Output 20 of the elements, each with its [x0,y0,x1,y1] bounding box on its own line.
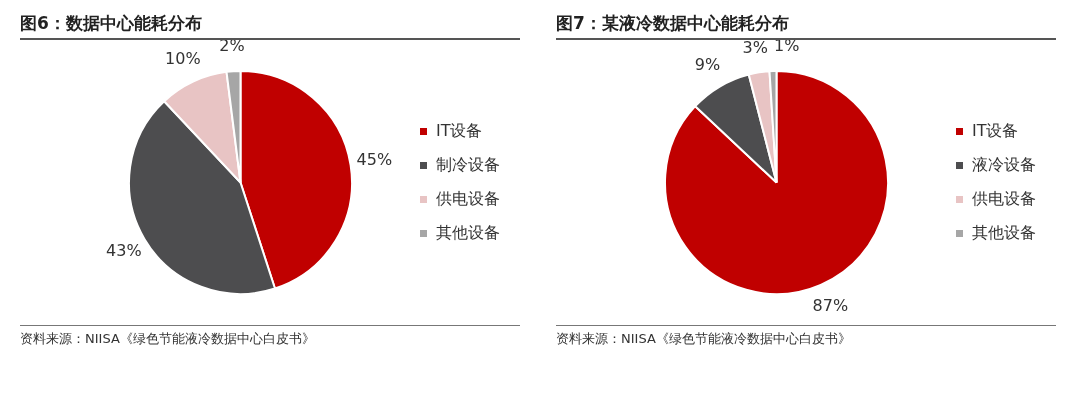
text: 资料来源：NIISA《绿色节能液冷数据中心白皮书》 [20,325,520,348]
legend-label: 制冷设备 [436,154,500,174]
legend-label: 供电设备 [436,188,500,208]
legend-label: IT设备 [972,120,1019,140]
legend-label: 其他设备 [972,222,1036,242]
legend-label: 其他设备 [436,222,500,242]
legend-label: 供电设备 [972,188,1036,208]
data-label: 1% [773,36,800,56]
data-label: 87% [812,296,849,316]
data-label: 2% [219,36,245,56]
legend-label: 液冷设备 [972,154,1036,174]
data-label: 9% [694,55,721,75]
data-label: 43% [106,240,142,260]
chart-title: 图6：数据中心能耗分布 [20,13,202,33]
legend-label: IT设备 [436,120,483,140]
data-label: 10% [165,49,201,69]
data-label: 45% [356,150,393,170]
chart-title: 图7：某液冷数据中心能耗分布 [556,13,789,33]
data-label: 3% [742,37,768,57]
text: 资料来源：NIISA《绿色节能液冷数据中心白皮书》 [556,325,1056,348]
